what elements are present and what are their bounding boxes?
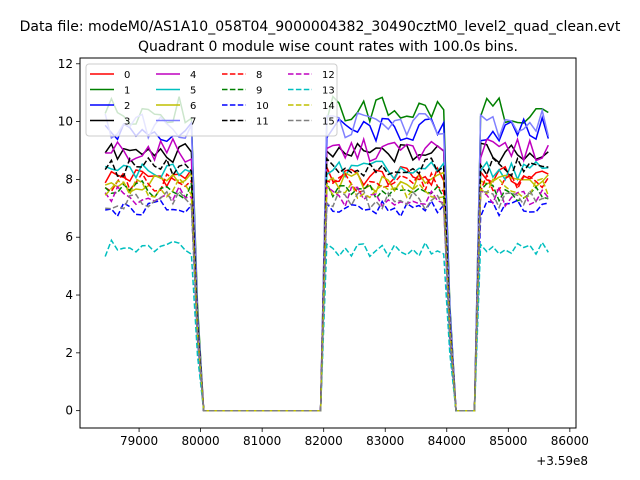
legend-label-0: 0 (124, 70, 130, 81)
y-tick-label: 6 (65, 230, 73, 244)
x-tick-label: 79000 (120, 434, 158, 448)
legend-label-11: 11 (256, 117, 269, 128)
series-line-15 (105, 188, 549, 412)
legend-label-5: 5 (190, 86, 196, 97)
legend-label-4: 4 (190, 70, 196, 81)
x-tick-label: 82000 (305, 434, 343, 448)
legend-label-7: 7 (190, 117, 196, 128)
y-tick-label: 8 (65, 172, 73, 186)
y-tick-label: 4 (65, 288, 73, 302)
y-tick-label: 10 (58, 115, 73, 129)
legend-label-8: 8 (256, 70, 262, 81)
figure-suptitle: Data file: modeM0/AS1A10_058T04_90000043… (20, 19, 621, 35)
legend-label-14: 14 (322, 101, 335, 112)
y-tick-label: 2 (65, 346, 73, 360)
x-axis-offset-label: +3.59e8 (536, 454, 588, 468)
y-tick-label: 0 (65, 404, 73, 418)
chart-title: Quadrant 0 module wise count rates with … (138, 39, 518, 55)
legend-label-3: 3 (124, 117, 130, 128)
x-tick-label: 85000 (489, 434, 527, 448)
legend-label-10: 10 (256, 101, 269, 112)
x-tick-label: 83000 (366, 434, 404, 448)
legend-label-15: 15 (322, 117, 335, 128)
x-axis: 79000 80000 81000 82000 83000 84000 85000 86000 (120, 428, 589, 448)
legend-box (85, 63, 338, 137)
series-line-14 (104, 177, 550, 412)
legend-label-13: 13 (322, 86, 335, 97)
axes-frame (79, 57, 577, 429)
legend-label-6: 6 (190, 101, 196, 112)
legend-label-2: 2 (124, 101, 130, 112)
y-axis: 0 2 4 6 8 10 12 (58, 57, 80, 418)
legend-label-9: 9 (256, 86, 262, 97)
x-tick-label: 81000 (243, 434, 281, 448)
x-tick-label: 80000 (182, 434, 220, 448)
legend-label-1: 1 (124, 86, 130, 97)
y-tick-label: 12 (58, 57, 73, 71)
legend-label-12: 12 (322, 70, 335, 81)
x-tick-label: 84000 (428, 434, 466, 448)
x-tick-label: 86000 (551, 434, 589, 448)
